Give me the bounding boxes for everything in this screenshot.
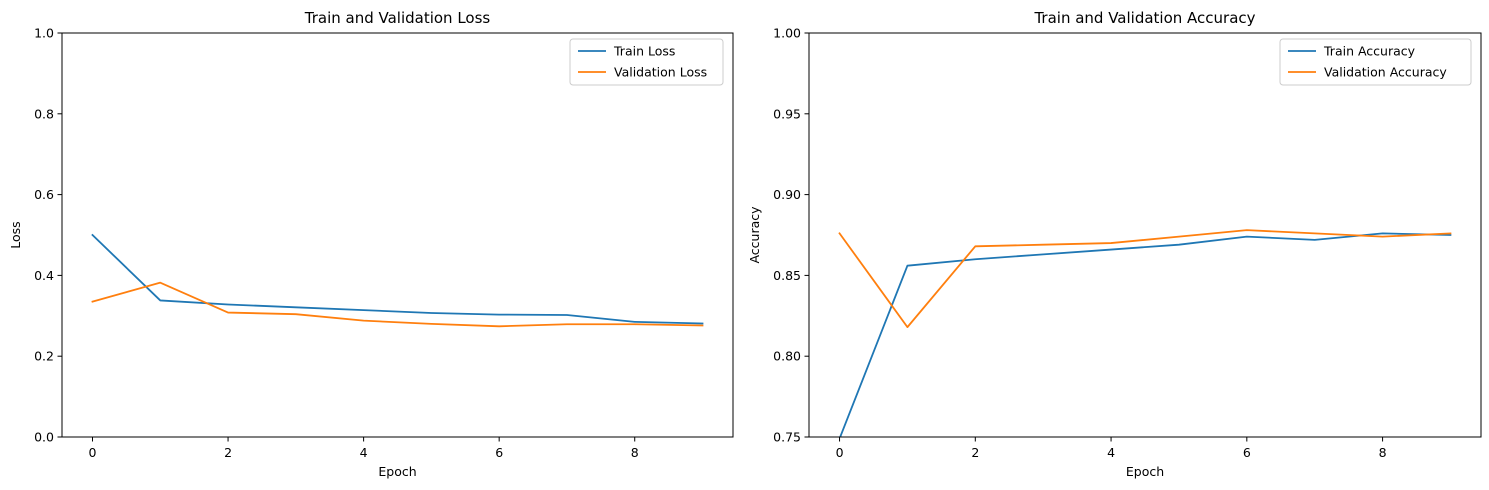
x-tick-label: 4 bbox=[360, 445, 368, 460]
y-tick-label: 0.75 bbox=[773, 430, 801, 445]
x-axis-label: Epoch bbox=[1126, 464, 1164, 479]
legend-label: Train Loss bbox=[613, 44, 675, 59]
legend-box bbox=[569, 38, 724, 86]
x-tick-label: 0 bbox=[89, 445, 97, 460]
legend: Train Loss Validation Loss bbox=[569, 38, 724, 86]
plot-area bbox=[91, 233, 704, 328]
legend-box bbox=[1279, 38, 1472, 86]
series-line-train-loss bbox=[91, 233, 704, 325]
x-axis-label: Epoch bbox=[378, 464, 416, 479]
x-tick-label: 0 bbox=[836, 445, 844, 460]
legend-label: Validation Loss bbox=[614, 65, 707, 80]
x-tick-label: 4 bbox=[1107, 445, 1115, 460]
y-tick-label: 0.95 bbox=[773, 106, 801, 121]
y-tick-label: 0.4 bbox=[34, 268, 54, 283]
y-tick-label: 0.8 bbox=[34, 106, 54, 121]
x-tick-label: 8 bbox=[631, 445, 639, 460]
y-tick-label: 0.80 bbox=[773, 349, 801, 364]
y-tick-label: 0.0 bbox=[34, 430, 54, 445]
y-axis-label: Accuracy bbox=[747, 206, 762, 264]
y-tick-label: 0.90 bbox=[773, 187, 801, 202]
axes-frame bbox=[808, 32, 1482, 438]
chart-title: Train and Validation Loss bbox=[304, 9, 491, 27]
y-tick-label: 1.0 bbox=[34, 26, 54, 41]
y-tick-label: 0.6 bbox=[34, 187, 54, 202]
y-tick-label: 0.85 bbox=[773, 268, 801, 283]
y-axis-label: Loss bbox=[8, 221, 23, 248]
x-tick-label: 8 bbox=[1379, 445, 1387, 460]
legend-label: Train Accuracy bbox=[1323, 44, 1416, 59]
y-tick-label: 1.00 bbox=[773, 26, 801, 41]
chart-title: Train and Validation Accuracy bbox=[1033, 9, 1255, 27]
y-tick-label: 0.2 bbox=[34, 349, 54, 364]
legend-label: Validation Accuracy bbox=[1324, 65, 1447, 80]
series-line-train-accuracy bbox=[839, 232, 1452, 437]
x-tick-label: 6 bbox=[1243, 445, 1251, 460]
x-tick-label: 2 bbox=[224, 445, 232, 460]
chart-1: 0 2 4 6 8 0.0 0.2 0.4 0.6 0.8 1.0 Train and Validat… bbox=[8, 9, 734, 479]
series-line-validation-loss bbox=[91, 281, 704, 328]
legend: Train Accuracy Validation Accuracy bbox=[1279, 38, 1472, 86]
x-tick-label: 2 bbox=[971, 445, 979, 460]
chart-2: 0 2 4 6 8 0.75 0.80 0.85 0.90 0.95 1.00 Train and V… bbox=[747, 9, 1482, 479]
axes-frame bbox=[61, 32, 734, 438]
series-line-validation-accuracy bbox=[838, 229, 1452, 329]
x-tick-label: 6 bbox=[495, 445, 503, 460]
plot-area bbox=[838, 229, 1452, 437]
